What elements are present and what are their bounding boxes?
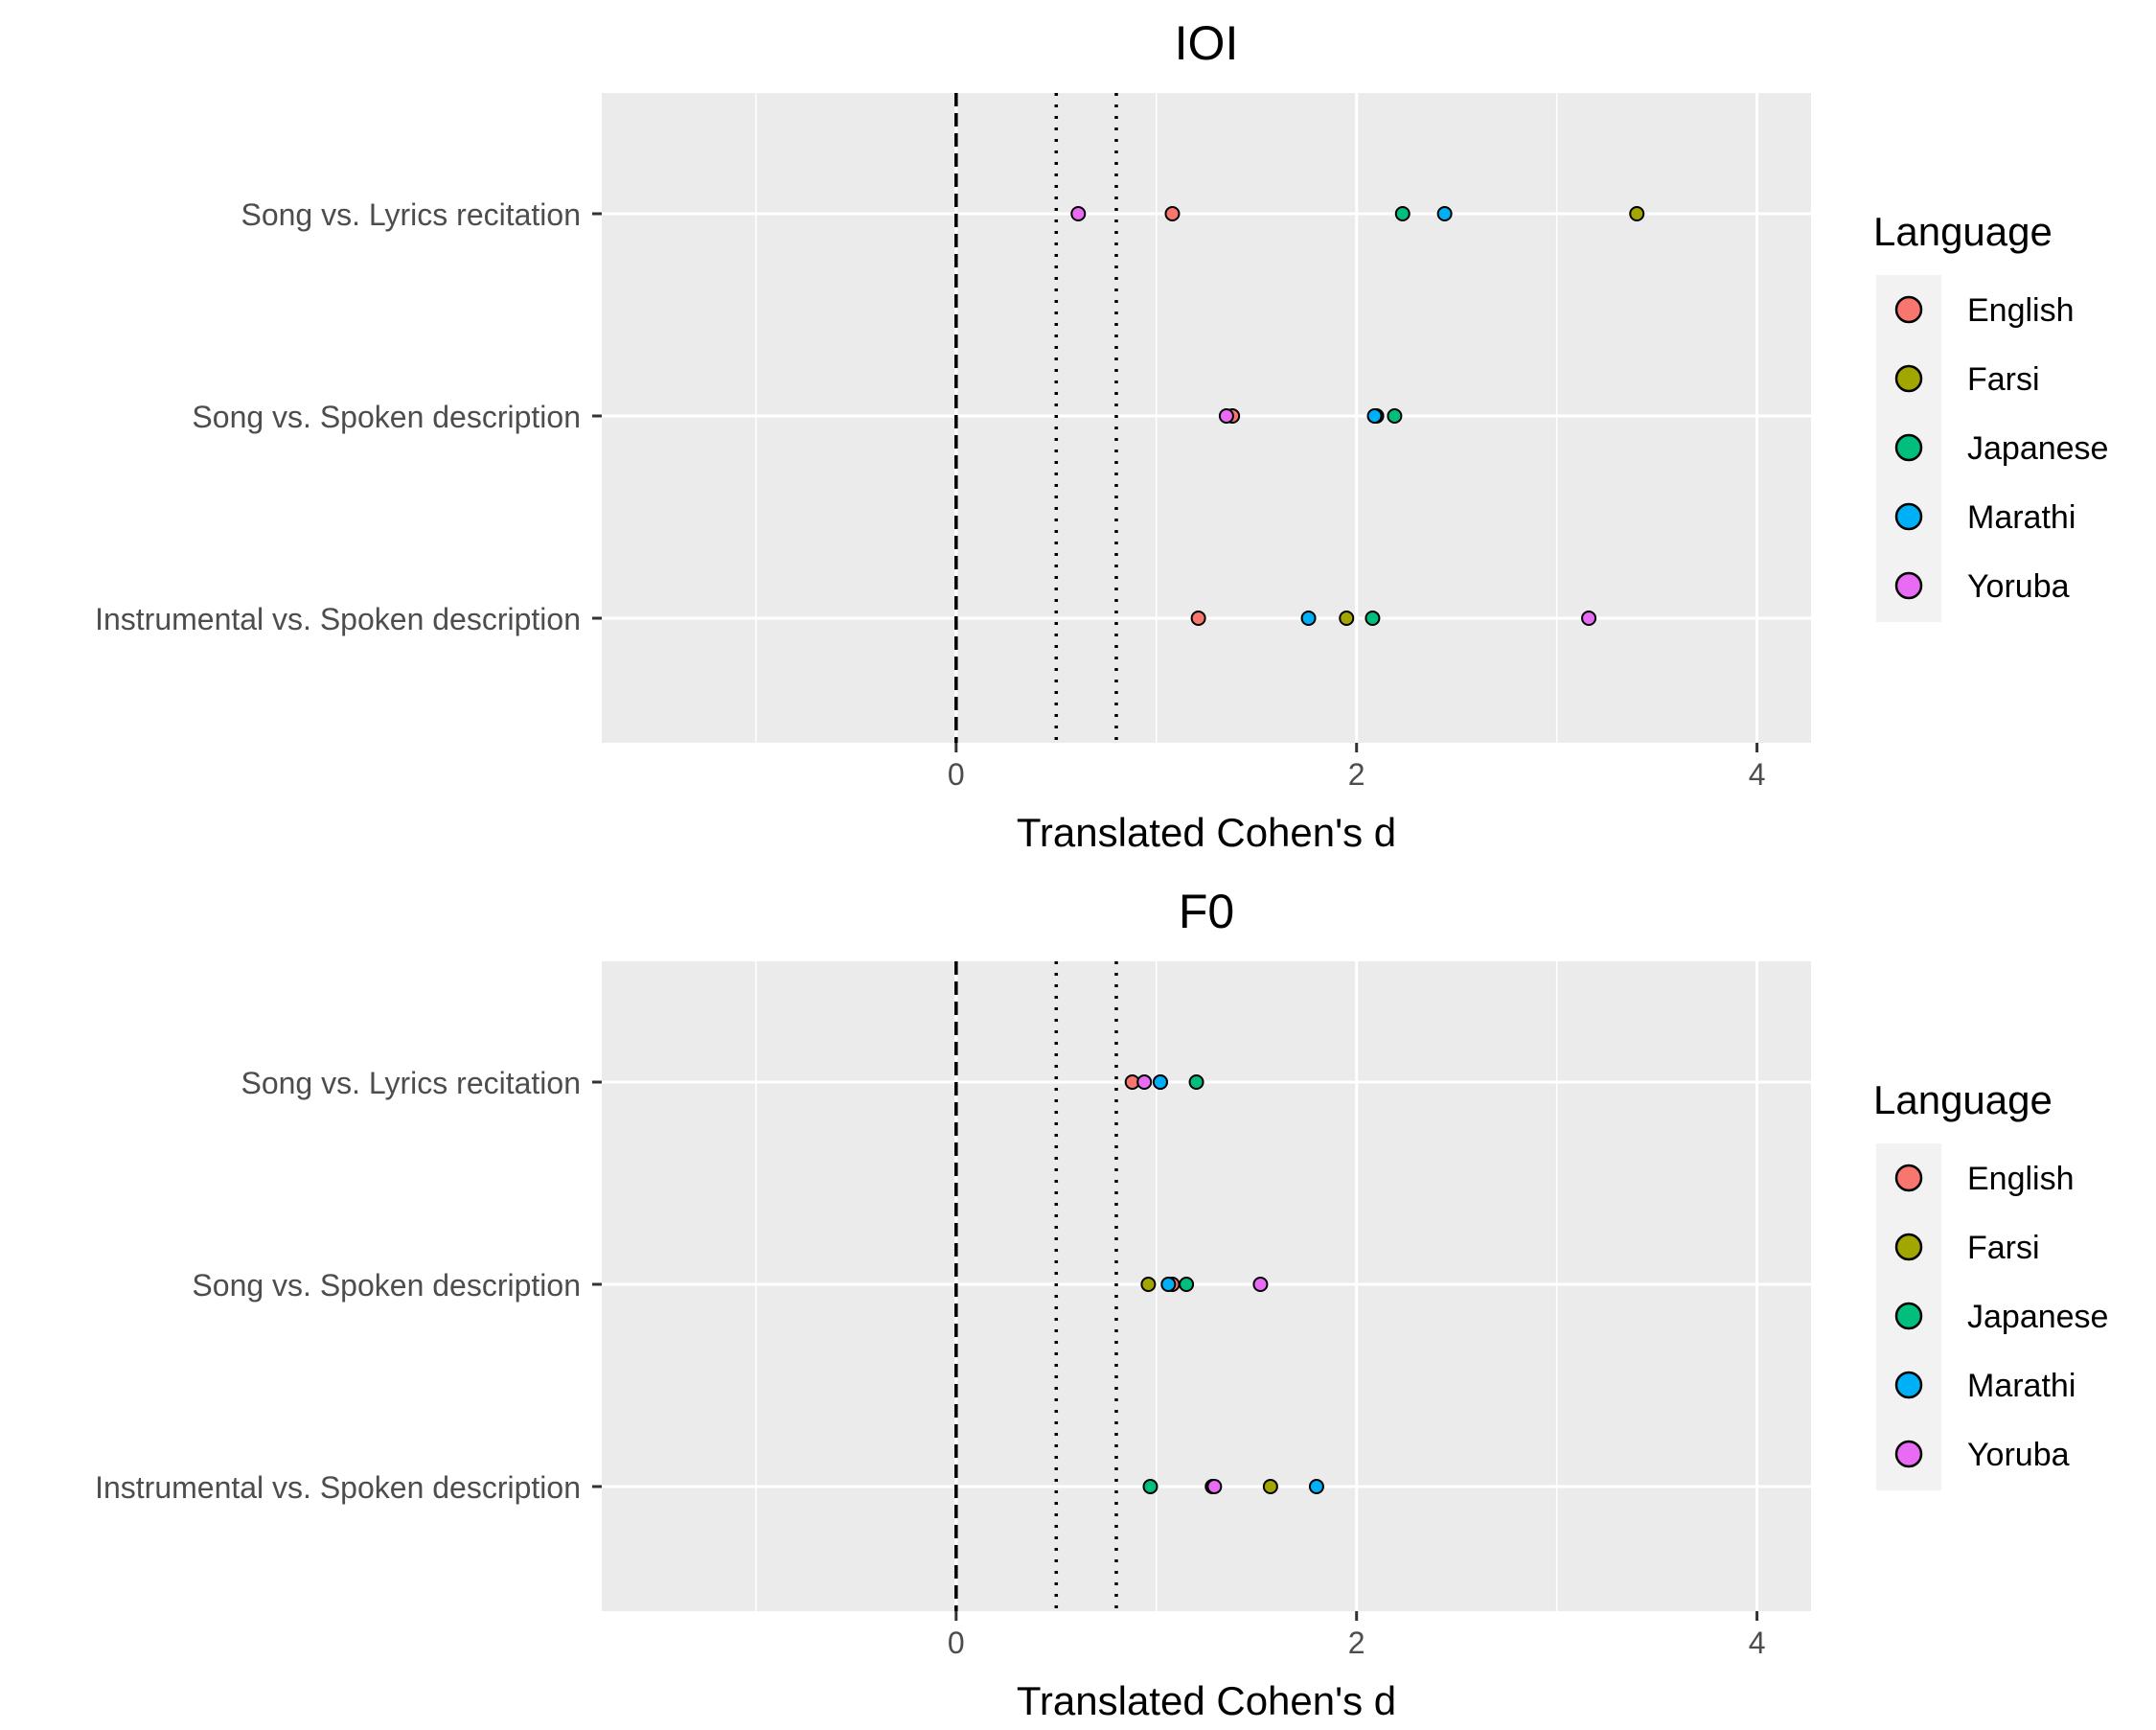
data-point-english (1190, 611, 1206, 626)
y-tick-label: Instrumental vs. Spoken description (95, 1470, 581, 1505)
data-point-japanese (1179, 1277, 1195, 1292)
data-point-marathi (1308, 1479, 1324, 1494)
data-point-japanese (1365, 611, 1381, 626)
legend: Language English Farsi Japanese Marathi Yorub… (1873, 1077, 2108, 1490)
y-tick-label: Song vs. Lyrics recitation (241, 1066, 581, 1100)
legend-label: Farsi (1967, 361, 2040, 398)
legend-label: Yoruba (1967, 1437, 2070, 1473)
legend-label: English (1967, 1161, 2075, 1197)
data-point-marathi (1436, 206, 1453, 221)
legend-label: Japanese (1967, 1299, 2108, 1335)
legend: Language English Farsi Japanese Marathi Yorub… (1873, 209, 2108, 622)
x-tick-label: 4 (1749, 757, 1766, 792)
legend-label: Japanese (1967, 430, 2108, 467)
data-point-yoruba (1070, 206, 1087, 221)
x-axis-title: Translated Cohen's d (1017, 1678, 1396, 1723)
plot-panel-background (602, 93, 1811, 743)
x-tick-label: 0 (948, 757, 965, 792)
legend-key-english (1894, 1164, 1923, 1192)
x-tick-label: 2 (1348, 1626, 1365, 1660)
chart-panel-2: F0 Song vs. Lyrics recitation Song vs. Spo… (95, 885, 2108, 1723)
data-point-marathi (1160, 1277, 1177, 1292)
plot-panel-background (602, 961, 1811, 1611)
legend-key-yoruba (1894, 571, 1923, 600)
chart-title: IOI (1175, 16, 1239, 70)
legend-key-marathi (1894, 1371, 1923, 1399)
data-point-farsi (1140, 1277, 1157, 1292)
y-tick-label: Instrumental vs. Spoken description (95, 602, 581, 636)
data-point-farsi (1262, 1479, 1278, 1494)
data-point-marathi (1300, 611, 1317, 626)
data-point-japanese (1142, 1479, 1158, 1494)
data-point-yoruba (1136, 1074, 1153, 1090)
legend-key-farsi (1894, 1233, 1923, 1261)
x-axis-title: Translated Cohen's d (1017, 810, 1396, 855)
data-point-japanese (1188, 1074, 1204, 1090)
legend-label: Marathi (1967, 499, 2076, 536)
chart-panel-1: IOI Song vs. Lyrics recitation Song vs. Sp… (95, 16, 2108, 855)
y-tick-label: Song vs. Lyrics recitation (241, 197, 581, 232)
data-point-yoruba (1218, 408, 1234, 424)
legend-key-marathi (1894, 502, 1923, 531)
legend-label: English (1967, 292, 2075, 329)
legend-key-japanese (1894, 1302, 1923, 1330)
data-point-yoruba (1206, 1479, 1223, 1494)
legend-key-english (1894, 295, 1923, 324)
legend-key-japanese (1894, 433, 1923, 462)
legend-title: Language (1873, 209, 2053, 254)
x-tick-label: 0 (948, 1626, 965, 1660)
data-point-japanese (1394, 206, 1411, 221)
data-point-marathi (1366, 408, 1383, 424)
data-point-japanese (1387, 408, 1403, 424)
y-tick-label: Song vs. Spoken description (192, 400, 581, 434)
data-point-english (1164, 206, 1181, 221)
y-tick-label: Song vs. Spoken description (192, 1268, 581, 1303)
x-tick-label: 2 (1348, 757, 1365, 792)
data-point-farsi (1339, 611, 1355, 626)
legend-title: Language (1873, 1077, 2053, 1122)
legend-label: Farsi (1967, 1230, 2040, 1266)
data-point-yoruba (1252, 1277, 1269, 1292)
legend-key-farsi (1894, 364, 1923, 393)
data-point-marathi (1152, 1074, 1168, 1090)
legend-label: Yoruba (1967, 568, 2070, 605)
x-tick-label: 4 (1749, 1626, 1766, 1660)
legend-label: Marathi (1967, 1368, 2076, 1404)
chart-title: F0 (1179, 885, 1234, 938)
legend-key-yoruba (1894, 1440, 1923, 1468)
data-point-yoruba (1581, 611, 1597, 626)
data-point-farsi (1629, 206, 1645, 221)
